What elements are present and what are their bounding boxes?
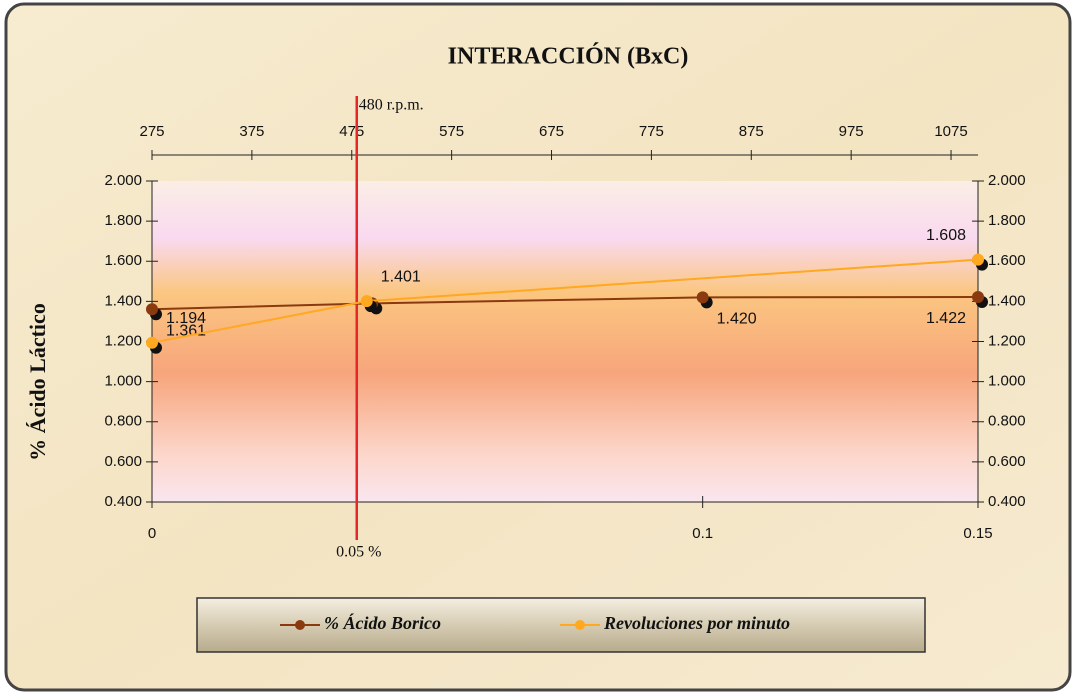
y-tick-label: 0.600 — [104, 453, 142, 470]
x2-tick-label: 875 — [739, 123, 764, 140]
marker — [696, 291, 709, 304]
y2-tick-label: 1.200 — [988, 332, 1026, 349]
x2-tick-label: 775 — [639, 123, 664, 140]
data-label: 1.420 — [717, 311, 757, 328]
data-label: 1.194 — [166, 310, 206, 327]
y-tick-label: 0.800 — [104, 413, 142, 430]
y2-tick-label: 1.400 — [988, 292, 1026, 309]
y2-tick-label: 1.800 — [988, 212, 1026, 229]
chart-title: INTERACCIÓN (BxC) — [448, 43, 689, 70]
legend-marker — [575, 620, 585, 630]
y-tick-label: 1.600 — [104, 252, 142, 269]
reference-bottom-label: 0.05 % — [336, 544, 381, 561]
reference-top-label: 480 r.p.m. — [359, 97, 424, 114]
x2-tick-label: 975 — [839, 123, 864, 140]
legend-label: Revoluciones por minuto — [603, 613, 790, 633]
y-tick-label: 1.000 — [104, 373, 142, 390]
y2-tick-label: 1.000 — [988, 373, 1026, 390]
series-line — [151, 295, 979, 311]
y2-tick-label: 0.400 — [988, 493, 1026, 510]
marker — [360, 295, 373, 308]
x2-tick-label: 375 — [239, 123, 264, 140]
y-tick-label: 2.000 — [104, 172, 142, 189]
data-label: 1.422 — [926, 310, 966, 327]
x2-tick-label: 575 — [439, 123, 464, 140]
x-tick-label: 0.1 — [692, 525, 713, 542]
x2-tick-label: 275 — [139, 123, 164, 140]
marker — [972, 290, 984, 303]
x2-tick-label: 1075 — [934, 123, 967, 140]
x2-tick-label: 475 — [339, 123, 364, 140]
y2-tick-label: 2.000 — [988, 172, 1026, 189]
y-tick-label: 1.800 — [104, 212, 142, 229]
y-tick-label: 1.400 — [104, 292, 142, 309]
y2-tick-label: 0.600 — [988, 453, 1026, 470]
plot-area — [152, 181, 978, 502]
data-label: 1.401 — [381, 268, 421, 285]
y-tick-label: 0.400 — [104, 493, 142, 510]
y-tick-label: 1.200 — [104, 332, 142, 349]
legend-marker — [295, 620, 305, 630]
x-tick-label: 0 — [148, 525, 156, 542]
legend-label: % Ácido Borico — [324, 612, 441, 633]
x2-tick-label: 675 — [539, 123, 564, 140]
marker — [146, 303, 158, 316]
data-label: 1.608 — [926, 227, 966, 244]
marker — [146, 336, 158, 349]
y-axis-label: % Ácido Láctico — [25, 303, 50, 461]
marker — [972, 253, 984, 266]
y2-tick-label: 0.800 — [988, 413, 1026, 430]
x-tick-label: 0.15 — [963, 525, 992, 542]
y2-tick-label: 1.600 — [988, 252, 1026, 269]
